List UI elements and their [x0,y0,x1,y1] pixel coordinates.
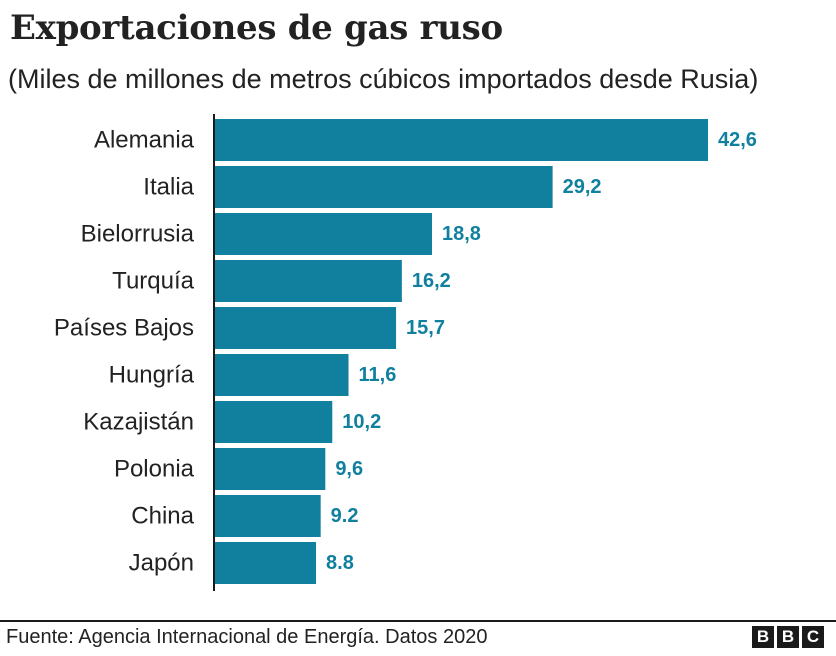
value-label-7: 10,2 [342,411,381,433]
bar-4 [214,260,402,302]
bar-chart: Alemania 42,6 Italia 29,2 Bielorrusia 18,8 Tur… [54,114,757,591]
source-note: Fuente: Agencia Internacional de Energía… [6,626,488,648]
bbc-logo-letter-1: B [752,626,774,648]
bar-1 [214,119,708,161]
bar-10 [214,542,317,584]
chart-title: Exportaciones de gas ruso [10,8,503,48]
chart-subtitle: (Miles de millones de metros cúbicos imp… [8,64,759,94]
value-label-10: 8.8 [326,552,354,574]
category-label-1: Alemania [94,127,195,154]
value-label-2: 29,2 [563,176,602,198]
category-label-6: Hungría [109,362,195,389]
value-label-1: 42,6 [718,129,757,151]
category-label-5: Países Bajos [54,315,194,342]
value-label-4: 16,2 [412,270,451,292]
category-label-4: Turquía [112,268,194,295]
bar-7 [214,401,333,443]
bar-5 [214,307,397,349]
footer-divider [0,620,836,622]
bbc-logo: B B C [752,626,824,648]
bar-8 [214,448,326,490]
category-label-8: Polonia [114,456,195,483]
category-label-10: Japón [129,550,194,577]
category-label-3: Bielorrusia [81,221,195,248]
value-label-6: 11,6 [359,364,397,386]
bar-6 [214,354,349,396]
bar-9 [214,495,321,537]
bar-2 [214,166,553,208]
value-label-9: 9.2 [331,505,359,527]
bbc-logo-letter-2: B [777,626,799,648]
category-label-7: Kazajistán [83,409,194,436]
value-label-5: 15,7 [406,317,445,339]
bbc-logo-letter-3: C [802,626,824,648]
value-label-3: 18,8 [442,223,481,245]
bar-3 [214,213,433,255]
category-label-9: China [131,503,194,530]
category-label-2: Italia [143,174,194,201]
value-label-8: 9,6 [335,458,363,480]
